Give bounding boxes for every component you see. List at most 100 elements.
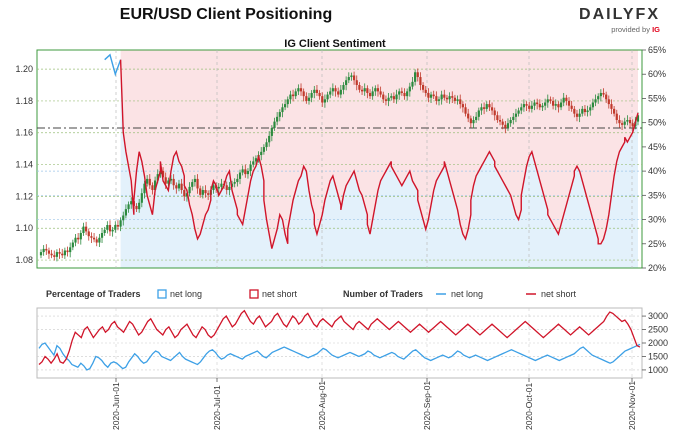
- candle-body: [270, 127, 273, 136]
- candle-body: [164, 177, 167, 184]
- price-tick-label: 1.20: [15, 64, 33, 74]
- legend-percentage-title: Percentage of Traders: [46, 289, 141, 299]
- candle-body: [421, 85, 425, 90]
- candle-body: [42, 248, 45, 253]
- candle-body: [225, 185, 228, 191]
- candle-body: [153, 180, 157, 191]
- candle-body: [559, 102, 563, 108]
- candle-body: [95, 239, 98, 243]
- main-frame: [36, 49, 643, 269]
- candle-body: [228, 186, 231, 191]
- candle-body: [310, 92, 313, 98]
- candle-body: [581, 108, 584, 114]
- traders-tick-label: 1000: [648, 365, 668, 375]
- legend-pct-long-swatch: [157, 289, 167, 299]
- price-tick-label: 1.12: [15, 191, 33, 201]
- date-tick-label: 2020-Jun-01: [111, 382, 121, 430]
- candle-body: [416, 72, 419, 78]
- legend-count-title: Number of Traders: [343, 289, 423, 299]
- candle-body: [514, 113, 518, 117]
- candle-body: [583, 108, 587, 113]
- candle-body: [467, 113, 470, 119]
- candle-body: [183, 190, 186, 197]
- candle-body: [605, 94, 608, 100]
- candle-body: [191, 182, 194, 187]
- candle-body: [238, 172, 242, 179]
- candle-body: [350, 75, 353, 78]
- candle-body: [384, 99, 388, 101]
- legend-pct-long-label: net long: [170, 289, 202, 299]
- candle-body: [116, 225, 120, 227]
- logo-wordmark: DAILYFX: [579, 6, 660, 23]
- candle-body: [180, 183, 183, 191]
- candle-body: [337, 91, 340, 95]
- candle-body: [127, 204, 130, 210]
- candle-body: [461, 104, 464, 108]
- candle-body: [597, 96, 600, 100]
- candle-body: [294, 91, 297, 97]
- logo-sub-text: provided by: [611, 25, 650, 34]
- candle-body: [281, 107, 284, 113]
- candle-body: [628, 120, 632, 124]
- candle-body: [151, 185, 154, 191]
- candle-body: [273, 121, 276, 128]
- candle-body: [278, 112, 281, 117]
- candle-body: [620, 123, 624, 125]
- candle-body: [549, 99, 552, 101]
- candle-body: [498, 120, 502, 122]
- candle-body: [411, 81, 414, 87]
- candle-body: [313, 89, 316, 93]
- long-area: [120, 59, 639, 268]
- candle-body: [573, 108, 576, 114]
- candle-body: [130, 201, 133, 205]
- candle-body: [599, 92, 602, 97]
- percent-tick-label: 50%: [648, 118, 666, 128]
- candle-body: [122, 215, 125, 221]
- candle-body: [220, 183, 223, 187]
- candle-body: [196, 178, 199, 189]
- legend-count-long-label: net long: [451, 289, 483, 299]
- candle-body: [90, 236, 93, 238]
- net-short-sentiment-line: [119, 59, 639, 249]
- percent-tick-label: 30%: [648, 215, 666, 225]
- candle-body: [100, 232, 104, 238]
- traders-tick-label: 3000: [648, 311, 668, 321]
- candle-body: [167, 180, 170, 184]
- candle-body: [435, 96, 438, 101]
- candle-body: [98, 237, 101, 243]
- price-tick-label: 1.16: [15, 128, 33, 138]
- price-tick-label: 1.14: [15, 160, 33, 170]
- candle-body: [291, 94, 295, 97]
- candle-body: [114, 225, 117, 230]
- candle-body: [85, 226, 88, 232]
- candle-body: [483, 107, 486, 109]
- candle-body: [477, 110, 480, 117]
- candle-body: [339, 89, 342, 95]
- candle-body: [575, 113, 579, 117]
- candle-body: [456, 99, 459, 101]
- candle-body: [124, 209, 128, 216]
- candle-body: [419, 77, 422, 86]
- candle-body: [517, 110, 520, 114]
- candle-body: [453, 97, 457, 101]
- candle-body: [185, 193, 189, 197]
- candle-body: [472, 120, 475, 124]
- price-tick-label: 1.08: [15, 255, 33, 265]
- candle-body: [204, 190, 207, 194]
- candle-body: [554, 104, 557, 106]
- candle-body: [249, 164, 252, 171]
- candle-body: [82, 226, 85, 233]
- candle-body: [326, 94, 329, 100]
- candle-body: [172, 178, 175, 186]
- candle-body: [69, 247, 72, 253]
- traders-net-short-line: [38, 309, 641, 366]
- candle-body: [480, 107, 483, 111]
- percent-tick-label: 45%: [648, 142, 666, 152]
- candle-body: [323, 99, 327, 103]
- percent-tick-label: 55%: [648, 93, 666, 103]
- candle-body: [146, 178, 149, 184]
- candle-body: [305, 96, 308, 101]
- legend-pct-short-label: net short: [262, 289, 298, 299]
- candle-body: [284, 104, 287, 108]
